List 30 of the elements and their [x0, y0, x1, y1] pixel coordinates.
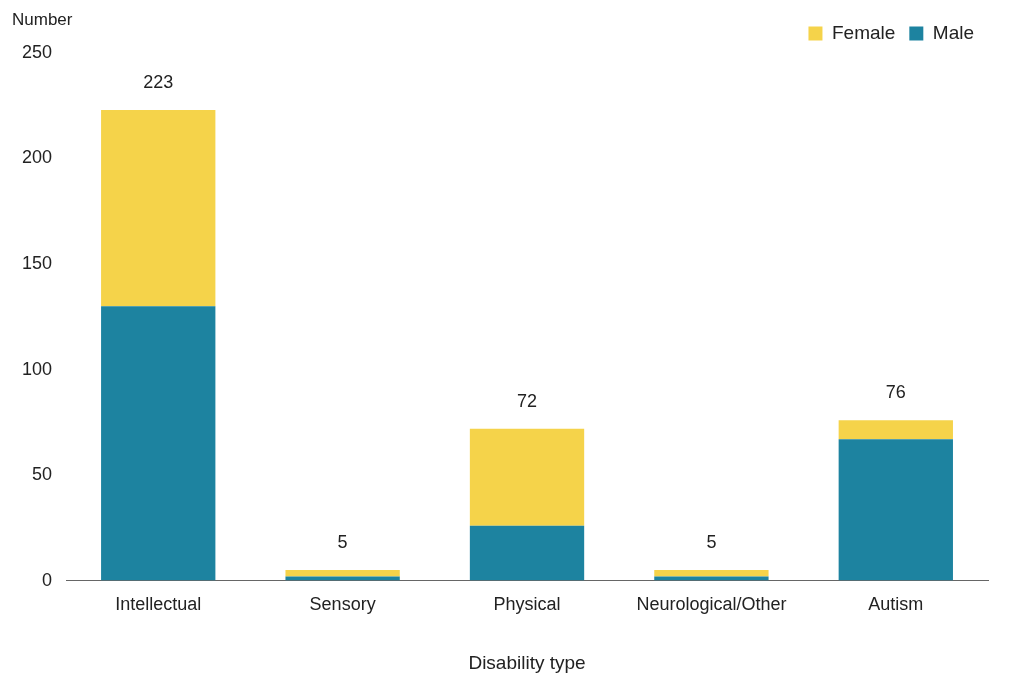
bar — [838, 420, 953, 440]
y-tick-label: 0 — [42, 569, 53, 590]
y-tick-label: 250 — [21, 41, 53, 62]
x-axis-title: Disability type — [468, 651, 586, 673]
legend-label: Male — [932, 21, 975, 43]
y-tick-label: 50 — [32, 464, 53, 485]
legend-label: Female — [831, 21, 896, 43]
bar — [469, 525, 585, 581]
y-tick-label: 150 — [21, 253, 53, 274]
bar — [654, 570, 769, 577]
bar — [101, 306, 216, 581]
bar — [101, 109, 216, 307]
total-label: 72 — [517, 390, 538, 411]
bar — [285, 576, 400, 581]
total-label: 223 — [143, 71, 174, 92]
total-label: 76 — [885, 382, 906, 403]
x-tick-label: Sensory — [309, 594, 376, 615]
bar — [654, 576, 769, 581]
y-tick-label: 200 — [21, 147, 53, 168]
total-label: 5 — [706, 532, 717, 553]
x-tick-label: Physical — [493, 594, 561, 615]
total-label: 5 — [337, 532, 348, 553]
bar — [838, 439, 953, 581]
y-axis-title: Number — [12, 10, 73, 30]
x-tick-label: Intellectual — [115, 594, 202, 615]
bar — [469, 428, 585, 526]
x-tick-label: Autism — [868, 594, 924, 615]
y-tick-label: 100 — [21, 358, 53, 379]
bar — [285, 570, 400, 577]
x-tick-label: Neurological/Other — [636, 594, 787, 615]
